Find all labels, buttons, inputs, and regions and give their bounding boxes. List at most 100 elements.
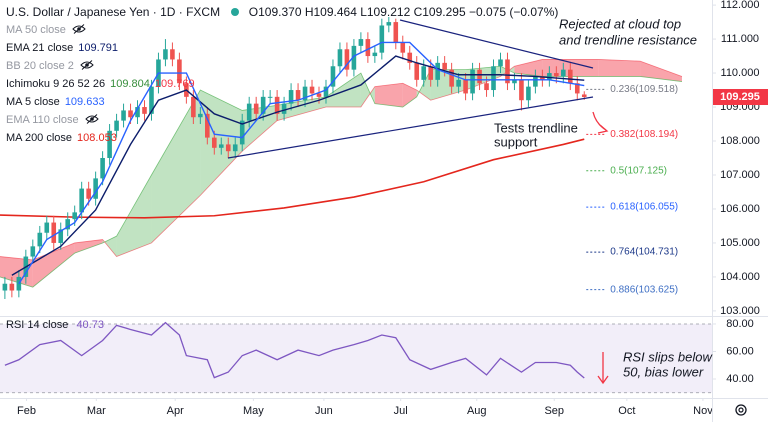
cloud-span-a: [0, 65, 683, 288]
candle-body: [93, 178, 98, 199]
candle-body: [561, 69, 566, 77]
back-lines: [0, 138, 585, 219]
trendline-lower: [227, 96, 594, 159]
y-tick-label: 108.000: [720, 135, 760, 147]
candle-body: [100, 158, 105, 179]
candle-body: [435, 62, 440, 80]
fib-label: 0.618(106.055): [610, 202, 678, 213]
candle-body: [232, 144, 238, 152]
rsi-value: 40.73: [76, 319, 104, 331]
candle-body: [51, 222, 57, 243]
y-tick-label: 103.000: [720, 305, 760, 317]
candle-body: [344, 49, 350, 70]
legend: U.S. Dollar / Japanese Yen · 1D · FXCM O…: [6, 3, 558, 147]
candle-body: [72, 212, 77, 220]
candle-body: [547, 73, 552, 80]
y-tick-label: 105.000: [720, 237, 760, 249]
candle-body: [142, 107, 147, 114]
cloud-segment: [116, 174, 152, 257]
candle-body: [470, 69, 475, 94]
candle-body: [302, 86, 308, 101]
candle-body: [239, 120, 245, 145]
candle-body: [581, 94, 587, 98]
legend-label: MA 50 close: [6, 24, 66, 36]
symbol-title: U.S. Dollar / Japanese Yen · 1D · FXCM: [6, 5, 221, 19]
rsi-band: [0, 323, 712, 393]
candle-body: [218, 144, 224, 148]
hidden-eye-icon[interactable]: [80, 60, 94, 70]
cloud-segment: [74, 239, 103, 254]
candle-body: [337, 49, 343, 67]
candle-body: [400, 42, 406, 53]
candle-body: [505, 59, 510, 84]
candle-body: [351, 45, 357, 70]
candle-body: [198, 113, 203, 118]
rsi-title: RSI 14 close: [6, 319, 69, 331]
last-price-tag: [713, 89, 768, 106]
y-tick-label: 60.00: [726, 345, 754, 357]
y-tick-label: 40.00: [726, 373, 754, 385]
y-tick-label: 111.000: [721, 33, 759, 45]
fib-label: 0.236(109.518): [610, 84, 678, 95]
candle-body: [9, 283, 15, 291]
candle-body: [323, 86, 329, 97]
legend-row: EMA 21 close 109.791: [6, 39, 558, 57]
arrow-head: [597, 124, 609, 134]
candle-body: [393, 22, 399, 43]
candle-body: [288, 90, 294, 104]
candle-body: [205, 113, 210, 138]
candle-body: [225, 144, 231, 152]
annotation: RSI slips below: [623, 349, 713, 364]
cloud-segment: [374, 83, 403, 108]
candle-body: [177, 59, 182, 84]
candle-body: [253, 103, 259, 114]
x-tick-label: Aug: [467, 405, 487, 417]
candle-body: [421, 66, 427, 80]
candle-body: [295, 90, 301, 101]
x-tick-label: Jun: [315, 405, 333, 417]
annotation: 50, bias lower: [623, 364, 704, 379]
legend-value: 108.053: [77, 132, 117, 144]
legend-value: 109.633: [64, 96, 105, 108]
rsi-legend: RSI 14 close 40.73: [6, 319, 104, 331]
cloud-segment: [598, 59, 641, 77]
y-tick-label: 110.000: [721, 67, 760, 79]
candle-body: [149, 86, 154, 114]
candle-body: [526, 86, 531, 101]
x-tick-label: Mar: [87, 405, 106, 417]
candle-body: [386, 22, 392, 26]
y-tick-label: 112.000: [721, 0, 760, 11]
cloud-segment: [277, 96, 326, 121]
candle-body: [330, 66, 336, 87]
hidden-eye-icon[interactable]: [72, 24, 86, 34]
arrow-head: [597, 375, 609, 385]
candle-body: [379, 25, 385, 53]
annotation: Tests trendline: [494, 120, 578, 135]
candle-body: [358, 39, 364, 46]
cloud-segment: [402, 83, 417, 108]
cloud-span-b: [0, 59, 683, 261]
candle-body: [30, 246, 36, 257]
x-tick-label: Oct: [618, 405, 635, 417]
x-tick-label: Jul: [394, 405, 408, 417]
legend-value: 109.791: [78, 42, 119, 54]
fib-label: 0.5(107.125): [610, 165, 667, 176]
candle-body: [170, 49, 175, 60]
y-tick-label: 107.000: [720, 169, 760, 181]
candle-body: [316, 93, 322, 97]
candle-body: [540, 76, 545, 80]
hidden-eye-icon[interactable]: [84, 114, 99, 124]
candle-body: [58, 229, 64, 243]
x-tick-label: Sep: [544, 405, 564, 417]
legend-row: EMA 110 close: [6, 111, 558, 129]
legend-label: MA 200 close: [6, 132, 73, 144]
legend-label: BB 20 close 2: [6, 60, 74, 72]
candle-body: [16, 276, 22, 291]
last-price-label: 109.295: [720, 91, 760, 103]
candle-body: [554, 73, 559, 77]
candle-body: [79, 188, 84, 213]
candle-body: [260, 96, 266, 114]
settings-icon[interactable]: [735, 404, 747, 416]
candle-body: [246, 103, 252, 121]
